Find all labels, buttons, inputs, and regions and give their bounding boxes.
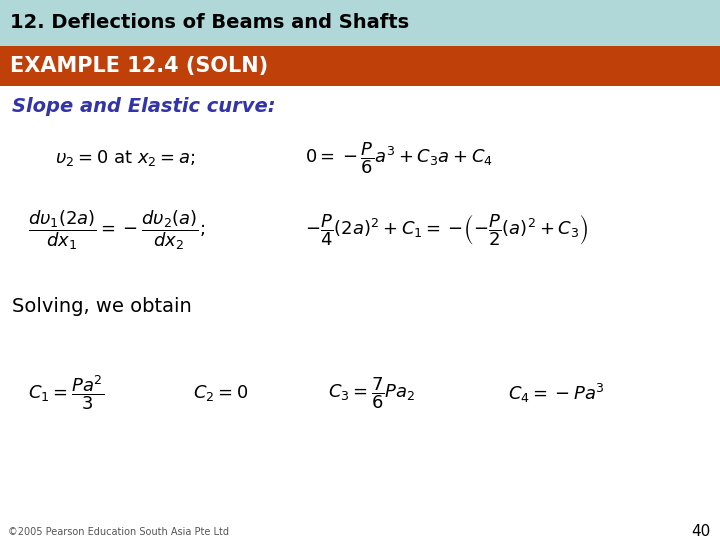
Text: $C_2 = 0$: $C_2 = 0$ <box>193 383 248 403</box>
Text: 12. Deflections of Beams and Shafts: 12. Deflections of Beams and Shafts <box>10 14 409 32</box>
Text: $0 = -\dfrac{P}{6}a^3 + C_3 a + C_4$: $0 = -\dfrac{P}{6}a^3 + C_3 a + C_4$ <box>305 140 493 176</box>
Text: EXAMPLE 12.4 (SOLN): EXAMPLE 12.4 (SOLN) <box>10 56 268 76</box>
Text: $C_3 = \dfrac{7}{6}Pa_2$: $C_3 = \dfrac{7}{6}Pa_2$ <box>328 375 415 411</box>
Text: ©2005 Pearson Education South Asia Pte Ltd: ©2005 Pearson Education South Asia Pte L… <box>8 527 229 537</box>
Text: $C_1 = \dfrac{Pa^2}{3}$: $C_1 = \dfrac{Pa^2}{3}$ <box>28 374 104 413</box>
Text: $C_4 = -Pa^3$: $C_4 = -Pa^3$ <box>508 381 605 404</box>
FancyBboxPatch shape <box>0 46 720 86</box>
Text: 40: 40 <box>690 524 710 539</box>
Text: $\upsilon_2 = 0 \ \mathrm{at} \ x_2 = a;$: $\upsilon_2 = 0 \ \mathrm{at} \ x_2 = a;… <box>55 148 196 168</box>
Text: $-\dfrac{P}{4}(2a)^2 + C_1 = -\!\left(-\dfrac{P}{2}(a)^2 + C_3\right)$: $-\dfrac{P}{4}(2a)^2 + C_1 = -\!\left(-\… <box>305 212 589 248</box>
FancyBboxPatch shape <box>0 0 720 46</box>
Text: Solving, we obtain: Solving, we obtain <box>12 298 192 316</box>
Text: $\dfrac{d\upsilon_1(2a)}{dx_1} = -\dfrac{d\upsilon_2(a)}{dx_2};$: $\dfrac{d\upsilon_1(2a)}{dx_1} = -\dfrac… <box>28 208 205 252</box>
Text: Slope and Elastic curve:: Slope and Elastic curve: <box>12 97 276 116</box>
